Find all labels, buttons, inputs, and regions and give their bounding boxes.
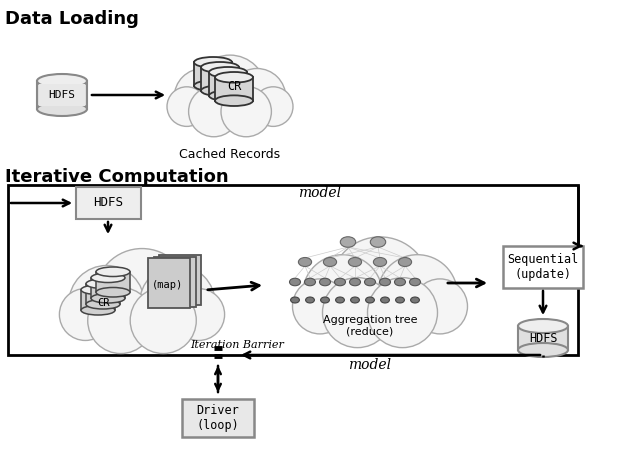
Bar: [8, 185, 578, 355]
Circle shape: [368, 278, 438, 348]
Text: Sequential
(update): Sequential (update): [508, 253, 579, 281]
Ellipse shape: [86, 279, 120, 289]
Ellipse shape: [350, 278, 361, 286]
Ellipse shape: [380, 297, 389, 303]
Ellipse shape: [305, 278, 315, 286]
Bar: [86, 284, 120, 304]
Ellipse shape: [364, 278, 375, 286]
Ellipse shape: [373, 257, 387, 266]
Bar: [148, 258, 190, 308]
Ellipse shape: [340, 237, 356, 247]
Text: (map): (map): [151, 280, 183, 290]
Circle shape: [140, 266, 215, 341]
Circle shape: [293, 279, 347, 334]
Circle shape: [189, 86, 239, 137]
Circle shape: [228, 69, 286, 126]
Ellipse shape: [410, 278, 420, 286]
Circle shape: [413, 279, 467, 334]
Circle shape: [69, 266, 144, 341]
Bar: [215, 77, 253, 101]
Ellipse shape: [336, 297, 345, 303]
Ellipse shape: [370, 237, 385, 247]
Ellipse shape: [215, 95, 253, 106]
Circle shape: [194, 55, 266, 127]
Text: Data Loading: Data Loading: [5, 10, 139, 28]
Ellipse shape: [289, 278, 300, 286]
Text: Cached Records: Cached Records: [179, 148, 280, 161]
Ellipse shape: [335, 278, 345, 286]
Text: Aggregation tree
(reduce): Aggregation tree (reduce): [322, 315, 417, 336]
Ellipse shape: [96, 267, 130, 276]
Ellipse shape: [298, 257, 312, 266]
Bar: [91, 278, 125, 298]
Ellipse shape: [86, 300, 120, 309]
Circle shape: [88, 287, 154, 354]
Ellipse shape: [209, 67, 247, 78]
Bar: [503, 246, 583, 288]
Ellipse shape: [349, 257, 362, 266]
Ellipse shape: [518, 343, 568, 357]
Ellipse shape: [201, 85, 239, 96]
Ellipse shape: [319, 278, 331, 286]
Ellipse shape: [366, 297, 375, 303]
Ellipse shape: [96, 287, 130, 297]
Ellipse shape: [291, 297, 300, 303]
Text: Driver
(loop): Driver (loop): [197, 404, 239, 432]
Circle shape: [167, 87, 207, 126]
Text: model: model: [349, 358, 392, 372]
Ellipse shape: [194, 80, 232, 91]
Ellipse shape: [518, 319, 568, 333]
Ellipse shape: [323, 257, 336, 266]
Bar: [159, 255, 201, 305]
Circle shape: [303, 255, 382, 335]
Ellipse shape: [37, 102, 87, 116]
Ellipse shape: [398, 257, 411, 266]
Bar: [518, 326, 568, 350]
Bar: [194, 62, 232, 86]
Ellipse shape: [194, 57, 232, 68]
Circle shape: [253, 87, 293, 126]
Bar: [81, 290, 115, 310]
Bar: [76, 187, 141, 219]
Text: CR: CR: [97, 298, 109, 308]
Bar: [201, 67, 239, 91]
Bar: [209, 72, 247, 96]
Text: model: model: [298, 186, 342, 200]
Circle shape: [95, 248, 189, 343]
Bar: [96, 272, 130, 292]
Ellipse shape: [201, 62, 239, 73]
Ellipse shape: [394, 278, 406, 286]
Bar: [39, 84, 85, 106]
Bar: [182, 399, 254, 437]
Circle shape: [173, 289, 225, 340]
Text: HDFS: HDFS: [93, 197, 123, 209]
Text: HDFS: HDFS: [48, 90, 76, 100]
Circle shape: [378, 255, 457, 335]
Ellipse shape: [215, 72, 253, 83]
Text: CR: CR: [227, 80, 241, 94]
Ellipse shape: [306, 297, 314, 303]
Ellipse shape: [396, 297, 404, 303]
Ellipse shape: [209, 90, 247, 101]
Ellipse shape: [411, 297, 419, 303]
Text: HDFS: HDFS: [529, 331, 557, 345]
Ellipse shape: [321, 297, 329, 303]
Ellipse shape: [380, 278, 391, 286]
Ellipse shape: [81, 306, 115, 315]
Circle shape: [174, 69, 232, 126]
Ellipse shape: [91, 273, 125, 282]
Ellipse shape: [37, 74, 87, 88]
Text: Iteration Barrier: Iteration Barrier: [190, 340, 284, 350]
Circle shape: [330, 237, 430, 337]
Bar: [154, 257, 196, 306]
Ellipse shape: [81, 285, 115, 295]
Circle shape: [130, 287, 197, 354]
Ellipse shape: [91, 293, 125, 303]
Circle shape: [221, 86, 272, 137]
Circle shape: [322, 278, 392, 348]
Ellipse shape: [350, 297, 359, 303]
Text: Iterative Computation: Iterative Computation: [5, 168, 228, 186]
Circle shape: [59, 289, 111, 340]
Bar: [37, 81, 87, 109]
